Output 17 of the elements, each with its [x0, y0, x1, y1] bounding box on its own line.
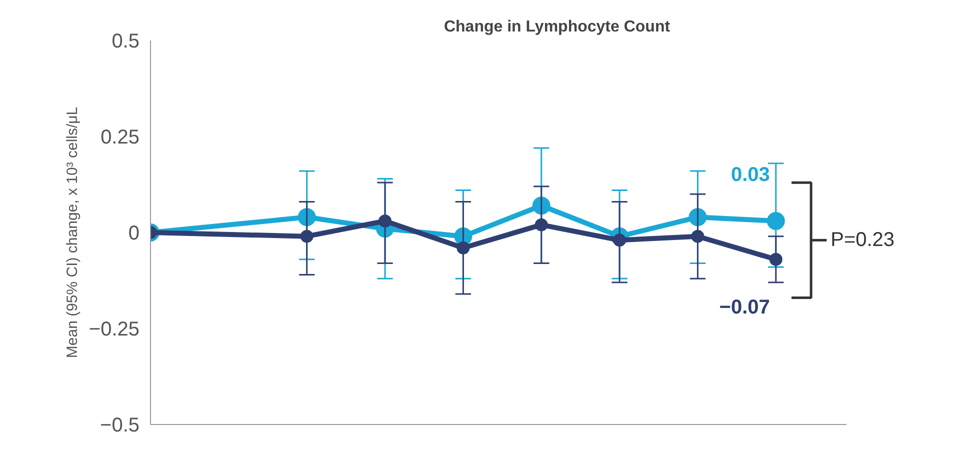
data-label: 0.03: [730, 164, 770, 186]
annotation: P=0.23: [830, 229, 895, 252]
point: [456, 241, 470, 254]
y-tick-label: 0.25: [100, 126, 140, 148]
y-tick-label: −0.5: [100, 414, 140, 436]
data-label: −0.07: [719, 296, 770, 318]
point: [534, 218, 548, 232]
y-tick-label: 0.5: [112, 30, 140, 52]
point: [378, 214, 392, 228]
y-tick-label: −0.25: [88, 318, 140, 340]
chart-title: Change in Lymphocyte Count: [444, 18, 671, 36]
point: [300, 230, 314, 243]
y-tick-label: 0: [128, 222, 140, 244]
point: [766, 212, 785, 230]
point: [691, 230, 704, 243]
y-axis-title: Mean (95% CI) change, x 10³ cells/μL: [64, 106, 81, 358]
point: [769, 252, 782, 266]
